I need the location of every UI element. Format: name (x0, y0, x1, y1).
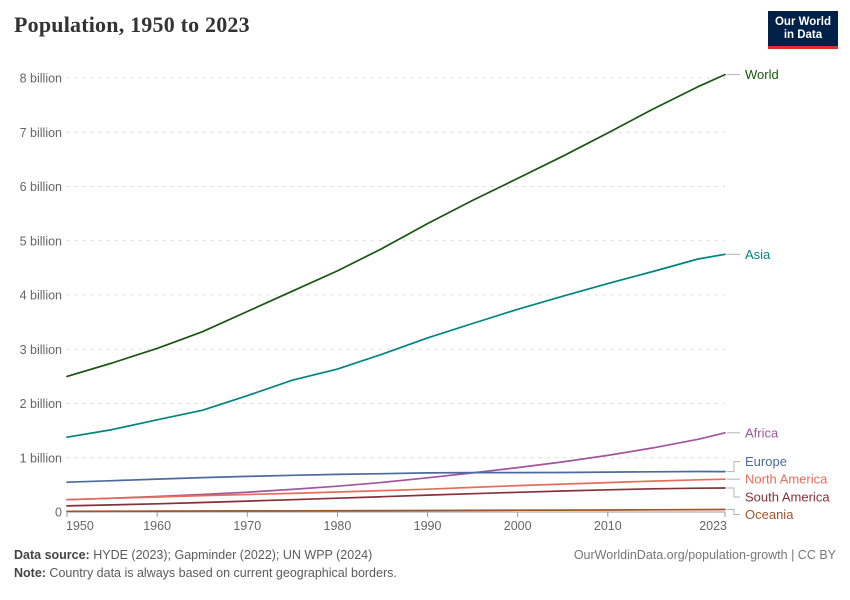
series-label-europe[interactable]: Europe (745, 454, 787, 469)
y-tick-label: 6 billion (20, 180, 62, 194)
y-tick-label: 4 billion (20, 289, 62, 303)
x-tick-label: 1950 (66, 519, 94, 533)
series-line-asia[interactable] (66, 253, 726, 439)
legend-connector (727, 487, 740, 498)
data-source-line: Data source: HYDE (2023); Gapminder (202… (14, 546, 397, 564)
note-text: Country data is always based on current … (45, 566, 397, 580)
x-tick-label: 1990 (414, 519, 442, 533)
series-line-south-america[interactable] (66, 487, 726, 507)
x-tick-label: 1980 (324, 519, 352, 533)
series-label-world[interactable]: World (745, 67, 779, 82)
series-label-north-america[interactable]: North America (745, 472, 828, 487)
series-label-africa[interactable]: Africa (745, 425, 779, 440)
y-tick-label: 1 billion (20, 451, 62, 465)
series-line-north-america[interactable] (66, 478, 726, 501)
credit-link[interactable]: OurWorldinData.org/population-growth | C… (573, 548, 836, 562)
footer-notes: Data source: HYDE (2023); Gapminder (202… (14, 546, 397, 582)
x-tick-label: 2023 (699, 519, 727, 533)
data-source-label: Data source: (14, 548, 90, 562)
legend-connector (727, 461, 740, 473)
y-tick-label: 0 (55, 506, 62, 520)
chart-title: Population, 1950 to 2023 (14, 12, 250, 37)
x-tick-label: 2000 (504, 519, 532, 533)
data-source-text: HYDE (2023); Gapminder (2022); UN WPP (2… (89, 548, 373, 562)
note-label: Note: (14, 566, 46, 580)
owid-logo[interactable]: Our World in Data (767, 11, 838, 49)
x-tick-label: 1960 (143, 519, 171, 533)
x-tick-label: 1970 (233, 519, 261, 533)
series-label-asia[interactable]: Asia (745, 247, 771, 262)
series-label-south-america[interactable]: South America (745, 490, 830, 505)
y-tick-label: 7 billion (20, 126, 62, 140)
owid-logo-line2: in Data (783, 29, 823, 41)
y-tick-label: 5 billion (20, 234, 62, 248)
series-line-europe[interactable] (66, 470, 726, 484)
series-line-world[interactable] (66, 73, 726, 378)
legend-connector (727, 509, 740, 515)
x-tick-label: 2010 (594, 519, 622, 533)
y-tick-label: 3 billion (20, 343, 62, 357)
y-tick-label: 2 billion (20, 397, 62, 411)
owid-logo-line1: Our World (774, 16, 831, 28)
series-label-oceania[interactable]: Oceania (745, 507, 794, 522)
note-line: Note: Country data is always based on cu… (14, 564, 397, 582)
y-tick-label: 8 billion (20, 72, 62, 86)
series-line-oceania[interactable] (66, 508, 726, 513)
